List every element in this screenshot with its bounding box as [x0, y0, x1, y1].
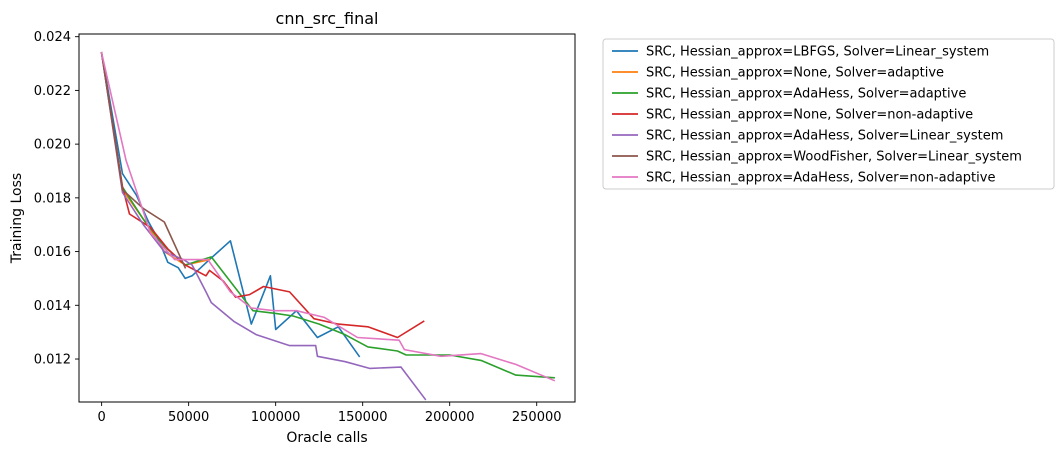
legend: SRC, Hessian_approx=LBFGS, Solver=Linear…	[602, 38, 1055, 190]
legend-label-5: SRC, Hessian_approx=AdaHess, Solver=Line…	[646, 129, 1003, 144]
plot-lines	[100, 51, 556, 401]
y-tick-label: 0.012	[34, 353, 71, 368]
legend-label-6: SRC, Hessian_approx=WoodFisher, Solver=L…	[646, 150, 1022, 165]
legend-label-4: SRC, Hessian_approx=None, Solver=non-ada…	[646, 108, 973, 123]
series-line-7	[100, 51, 556, 382]
y-tick-label: 0.024	[34, 30, 71, 45]
legend-label-3: SRC, Hessian_approx=AdaHess, Solver=adap…	[646, 87, 966, 102]
series-line-4	[100, 51, 425, 339]
x-axis-label: Oracle calls	[286, 430, 367, 446]
legend-items: SRC, Hessian_approx=LBFGS, Solver=Linear…	[612, 45, 1022, 186]
x-tick-label: 50000	[168, 410, 209, 425]
x-axis-ticks: 0 50000 100000 150000 200000 250000	[97, 402, 562, 425]
series-line-1	[100, 51, 361, 358]
plot-frame	[78, 33, 576, 403]
x-tick-label: 100000	[251, 410, 301, 425]
y-tick-label: 0.022	[34, 84, 71, 99]
x-tick-label: 250000	[512, 410, 562, 425]
series-line-5	[100, 51, 427, 401]
x-tick-label: 150000	[338, 410, 388, 425]
x-tick-label: 200000	[425, 410, 475, 425]
y-axis-ticks: 0.012 0.014 0.016 0.018 0.020 0.022 0.024	[34, 30, 79, 368]
y-tick-label: 0.016	[34, 245, 71, 260]
chart-title: cnn_src_final	[276, 9, 379, 29]
legend-label-1: SRC, Hessian_approx=LBFGS, Solver=Linear…	[646, 45, 989, 60]
y-tick-label: 0.020	[34, 138, 71, 153]
y-tick-label: 0.014	[34, 299, 71, 314]
legend-label-2: SRC, Hessian_approx=None, Solver=adaptiv…	[646, 66, 944, 81]
legend-label-7: SRC, Hessian_approx=AdaHess, Solver=non-…	[646, 171, 995, 186]
y-axis-label: Training Loss	[9, 173, 25, 264]
legend-frame	[602, 38, 1055, 190]
x-tick-label: 0	[97, 410, 105, 425]
series-line-3	[100, 51, 555, 379]
series-line-6	[100, 51, 187, 269]
y-tick-label: 0.018	[34, 191, 71, 206]
